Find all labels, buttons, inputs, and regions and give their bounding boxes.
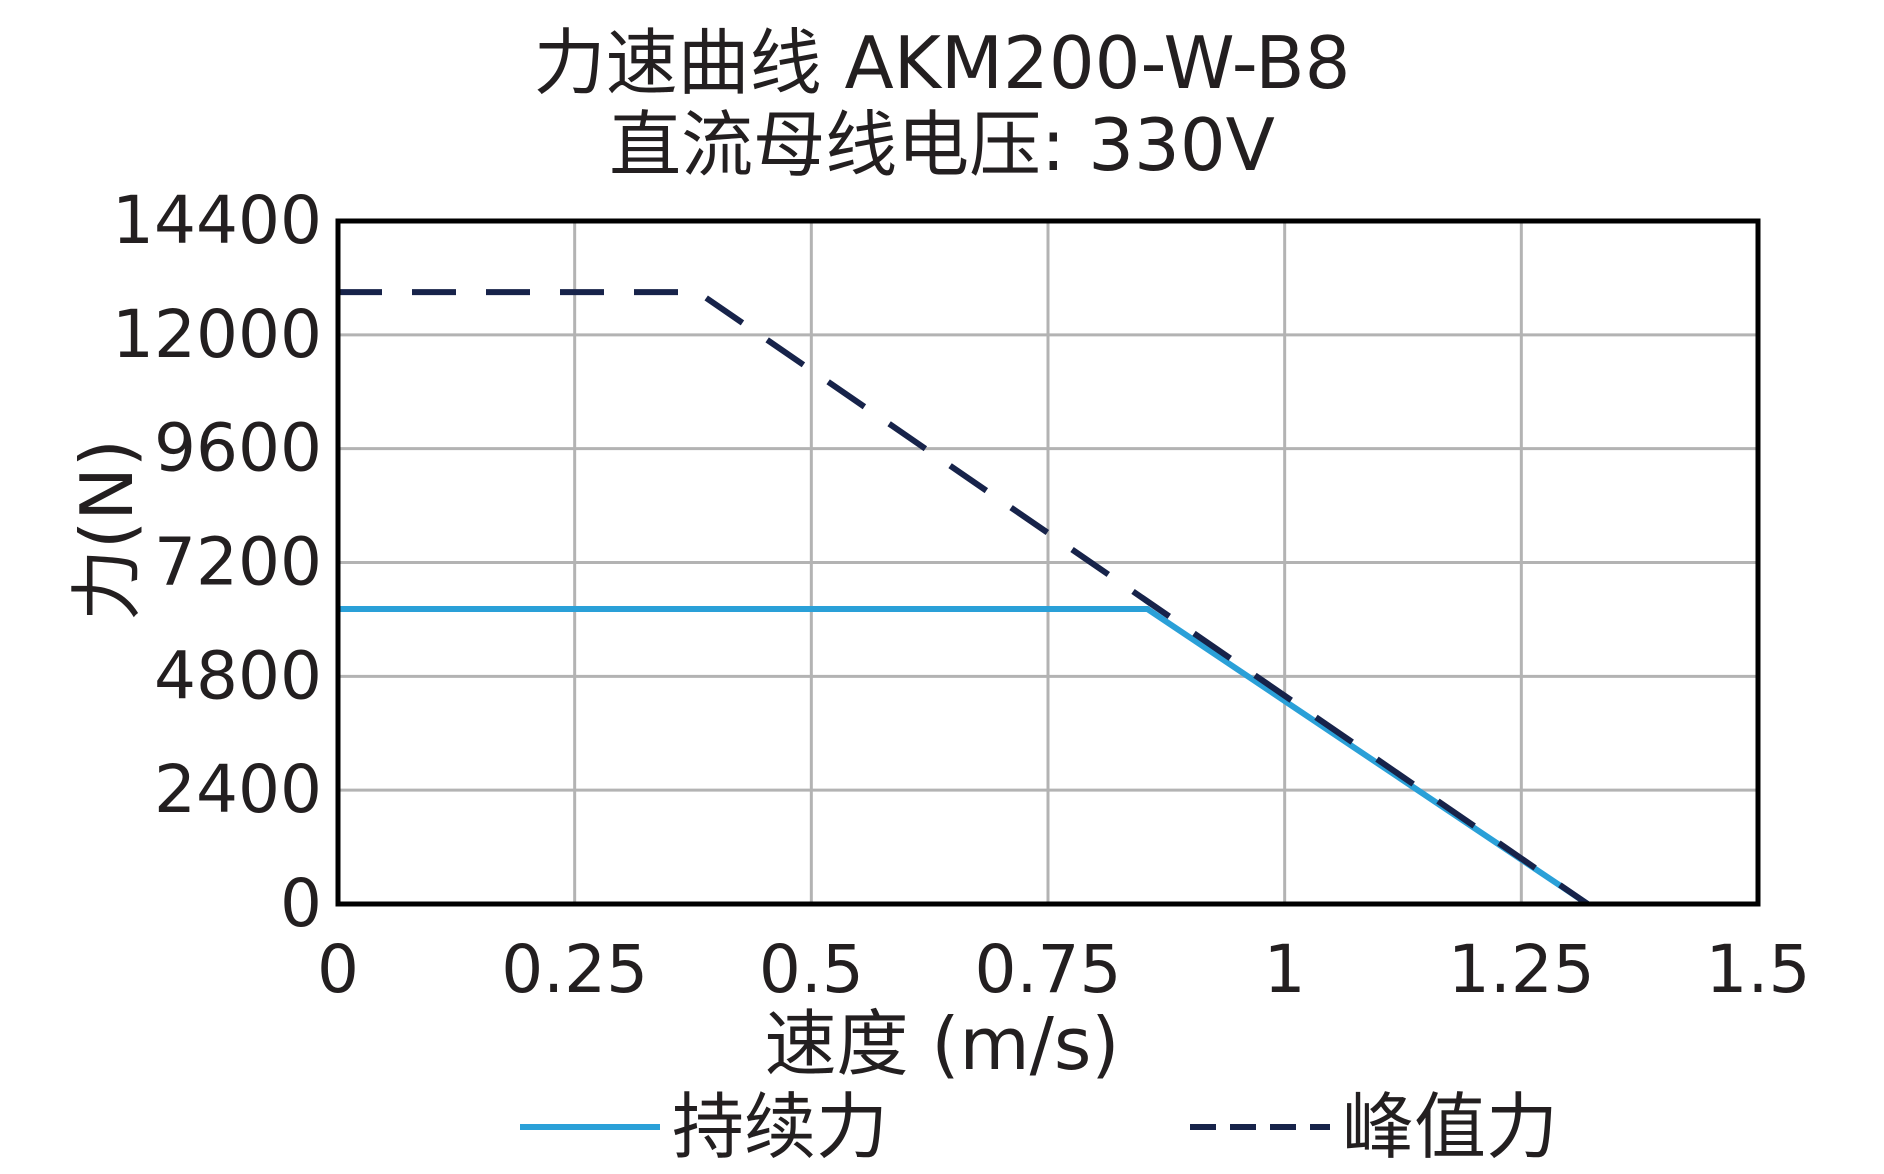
x-tick-label-2: 0.5 <box>759 931 864 1008</box>
chart-title-block: 力速曲线 AKM200-W-B8 直流母线电压: 330V <box>0 22 1884 186</box>
y-tick-label-4: 9600 <box>154 410 322 487</box>
series-line-1 <box>338 289 1590 907</box>
x-axis-title: 速度 (m/s) <box>764 1002 1120 1086</box>
x-tick-label-3: 0.75 <box>975 931 1122 1008</box>
legend-swatch-continuous <box>520 1124 660 1130</box>
legend-label-peak: 峰值力 <box>1342 1085 1559 1169</box>
y-tick-label-1: 2400 <box>154 751 322 828</box>
x-tick-label-0: 0 <box>317 931 359 1008</box>
plot-frame <box>335 218 1761 907</box>
x-tick-label-6: 1.5 <box>1706 931 1811 1008</box>
legend-label-continuous: 持续力 <box>672 1085 889 1169</box>
x-tick-label-1: 0.25 <box>501 931 648 1008</box>
legend-item-continuous: 持续力 <box>520 1082 888 1172</box>
frame-layer <box>335 218 1761 907</box>
x-tick-label-5: 1.25 <box>1448 931 1595 1008</box>
legend-item-peak: 峰值力 <box>1190 1082 1558 1172</box>
x-tick-label-4: 1 <box>1264 931 1306 1008</box>
grid-layer <box>338 221 1758 904</box>
y-tick-label-6: 14400 <box>112 182 322 259</box>
y-axis-title: 力(N) <box>65 438 149 622</box>
y-tick-label-5: 12000 <box>112 296 322 373</box>
y-tick-label-2: 4800 <box>154 637 322 714</box>
series-layer <box>338 289 1590 907</box>
chart-subtitle: 直流母线电压: 330V <box>609 103 1275 187</box>
tick-layer: 0 0.25 0.5 0.75 1 1.25 1.5 0 2400 4800 7200 9600 120… <box>112 182 1810 1008</box>
legend-swatch-peak <box>1190 1124 1330 1130</box>
y-tick-label-0: 0 <box>280 865 322 942</box>
chart-title: 力速曲线 AKM200-W-B8 <box>533 21 1351 105</box>
y-tick-label-3: 7200 <box>154 524 322 601</box>
series-line-0 <box>338 605 1590 907</box>
legend: 持续力 峰值力 <box>0 1082 1884 1172</box>
